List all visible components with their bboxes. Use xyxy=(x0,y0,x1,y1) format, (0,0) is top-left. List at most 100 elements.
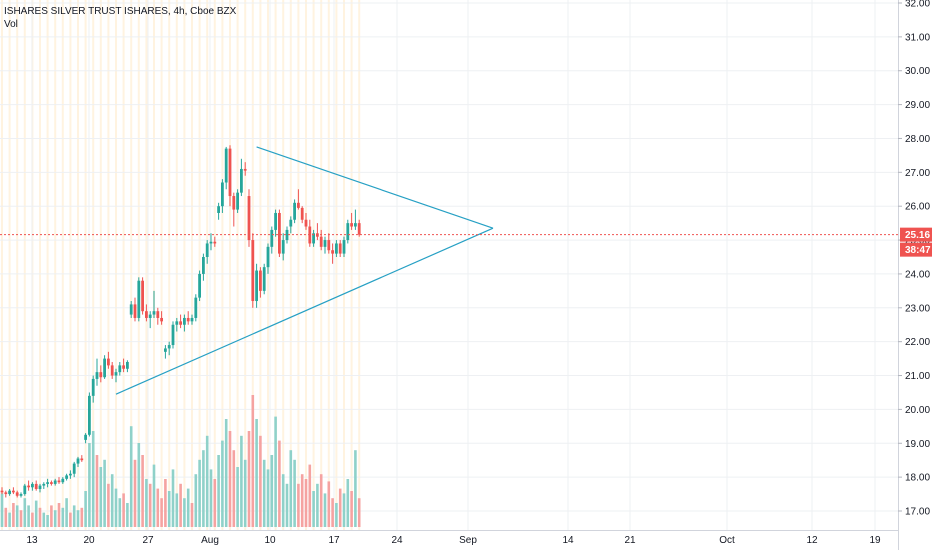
volume-bar xyxy=(69,512,72,527)
time-tick-label: 17 xyxy=(328,535,340,546)
price-tick-label: 30.00 xyxy=(905,66,930,77)
candle-body xyxy=(27,485,30,488)
price-tick-label: 31.00 xyxy=(905,32,930,43)
candle-body xyxy=(34,483,38,489)
volume-bar xyxy=(236,467,239,527)
candle-body xyxy=(72,463,76,474)
session-stripe xyxy=(282,0,285,530)
candle-body xyxy=(335,243,338,254)
candle-body xyxy=(209,241,213,244)
volume-bar xyxy=(179,483,182,527)
volume-bar xyxy=(80,507,84,527)
candle-body xyxy=(266,246,270,268)
volume-bar xyxy=(308,464,312,527)
candle-body xyxy=(107,358,110,366)
triangle-drawing[interactable] xyxy=(115,146,494,395)
volume-bar xyxy=(95,455,99,527)
volume-bar xyxy=(145,479,148,527)
candle-body xyxy=(350,223,353,227)
triangle-upper-line[interactable] xyxy=(256,146,494,229)
candle-body xyxy=(243,168,247,171)
volume-bar xyxy=(61,507,65,527)
session-stripe xyxy=(84,0,87,530)
session-stripe xyxy=(327,0,330,530)
volume-bar xyxy=(50,505,53,527)
volume-bar xyxy=(228,431,232,527)
volume-bar xyxy=(209,469,213,527)
candle-body xyxy=(354,223,357,227)
volume-bar xyxy=(213,479,217,527)
candle-body xyxy=(205,243,209,257)
volume-bar xyxy=(27,505,30,527)
candle-body xyxy=(110,365,114,376)
candle-body xyxy=(289,219,293,227)
price-axis[interactable]: 32.0031.0030.0029.0028.0027.0026.0025.00… xyxy=(898,0,932,550)
volume-bar xyxy=(251,395,255,527)
price-tick-label: 22.00 xyxy=(905,337,930,348)
candle-body xyxy=(129,304,133,315)
volume-bar xyxy=(232,450,236,527)
volume-bar xyxy=(0,493,4,527)
candle-body xyxy=(232,196,236,210)
volume-bar xyxy=(357,498,361,527)
price-tick-label: 28.00 xyxy=(905,134,930,145)
candle-body xyxy=(88,395,91,435)
time-tick-label: 13 xyxy=(26,535,38,546)
candle-body xyxy=(259,270,262,291)
candle-body xyxy=(297,202,300,208)
candle-body xyxy=(194,297,198,318)
session-stripe xyxy=(229,0,231,530)
volume-bar xyxy=(293,459,296,527)
time-axis[interactable]: 13 20 27 Aug 10 17 24 Sep 14 21 Oct 12 19 xyxy=(0,530,898,550)
price-tick-label: 18.00 xyxy=(905,473,930,484)
price-tick-label: 19.00 xyxy=(905,439,930,450)
volume-bar xyxy=(99,467,103,527)
last-price-tag xyxy=(900,227,932,242)
candle-body xyxy=(293,202,296,220)
volume-bar xyxy=(338,488,342,527)
volume-bar xyxy=(114,488,118,527)
time-tick-label: 19 xyxy=(869,535,881,546)
candle-body xyxy=(84,434,87,440)
candle-body xyxy=(346,223,350,241)
session-stripe xyxy=(183,0,186,530)
volume-bar xyxy=(190,503,194,527)
session-stripe xyxy=(168,0,171,530)
volume-bar xyxy=(186,488,190,527)
volume-bar xyxy=(137,443,141,527)
volume-bar xyxy=(346,479,350,527)
candle-body xyxy=(80,458,84,461)
session-stripe xyxy=(312,0,315,530)
candle-body xyxy=(160,317,163,322)
volume-bar xyxy=(316,483,319,527)
volume-label[interactable]: Vol xyxy=(4,19,18,30)
countdown-tag-text: 38:47 xyxy=(905,245,931,256)
volume-bar xyxy=(34,500,38,527)
time-tick-label: 12 xyxy=(806,535,818,546)
candle-body xyxy=(342,240,346,254)
candle-body xyxy=(76,458,80,464)
session-stripe xyxy=(320,0,323,530)
session-stripe xyxy=(69,0,72,530)
price-tick-label: 29.00 xyxy=(905,100,930,111)
volume-bar xyxy=(300,474,304,527)
volume-bar xyxy=(262,459,266,527)
candle-body xyxy=(224,148,228,183)
session-stripe xyxy=(39,0,41,530)
candle-body xyxy=(285,229,289,241)
price-tick-label: 27.00 xyxy=(905,168,930,179)
price-tick-label: 17.00 xyxy=(905,507,930,518)
session-stripe xyxy=(358,0,361,530)
session-stripe xyxy=(145,0,148,530)
candle-body xyxy=(4,492,8,495)
volume-bar xyxy=(217,455,220,527)
volume-bar xyxy=(331,498,334,527)
volume-bar xyxy=(259,435,262,527)
volume-bar xyxy=(122,493,125,527)
symbol-title[interactable]: ISHARES SILVER TRUST ISHARES, 4h, Cboe B… xyxy=(4,6,237,17)
triangle-lower-line[interactable] xyxy=(115,227,494,395)
volume-bar xyxy=(281,474,285,527)
candle-body xyxy=(61,478,65,483)
candle-body xyxy=(198,273,201,298)
